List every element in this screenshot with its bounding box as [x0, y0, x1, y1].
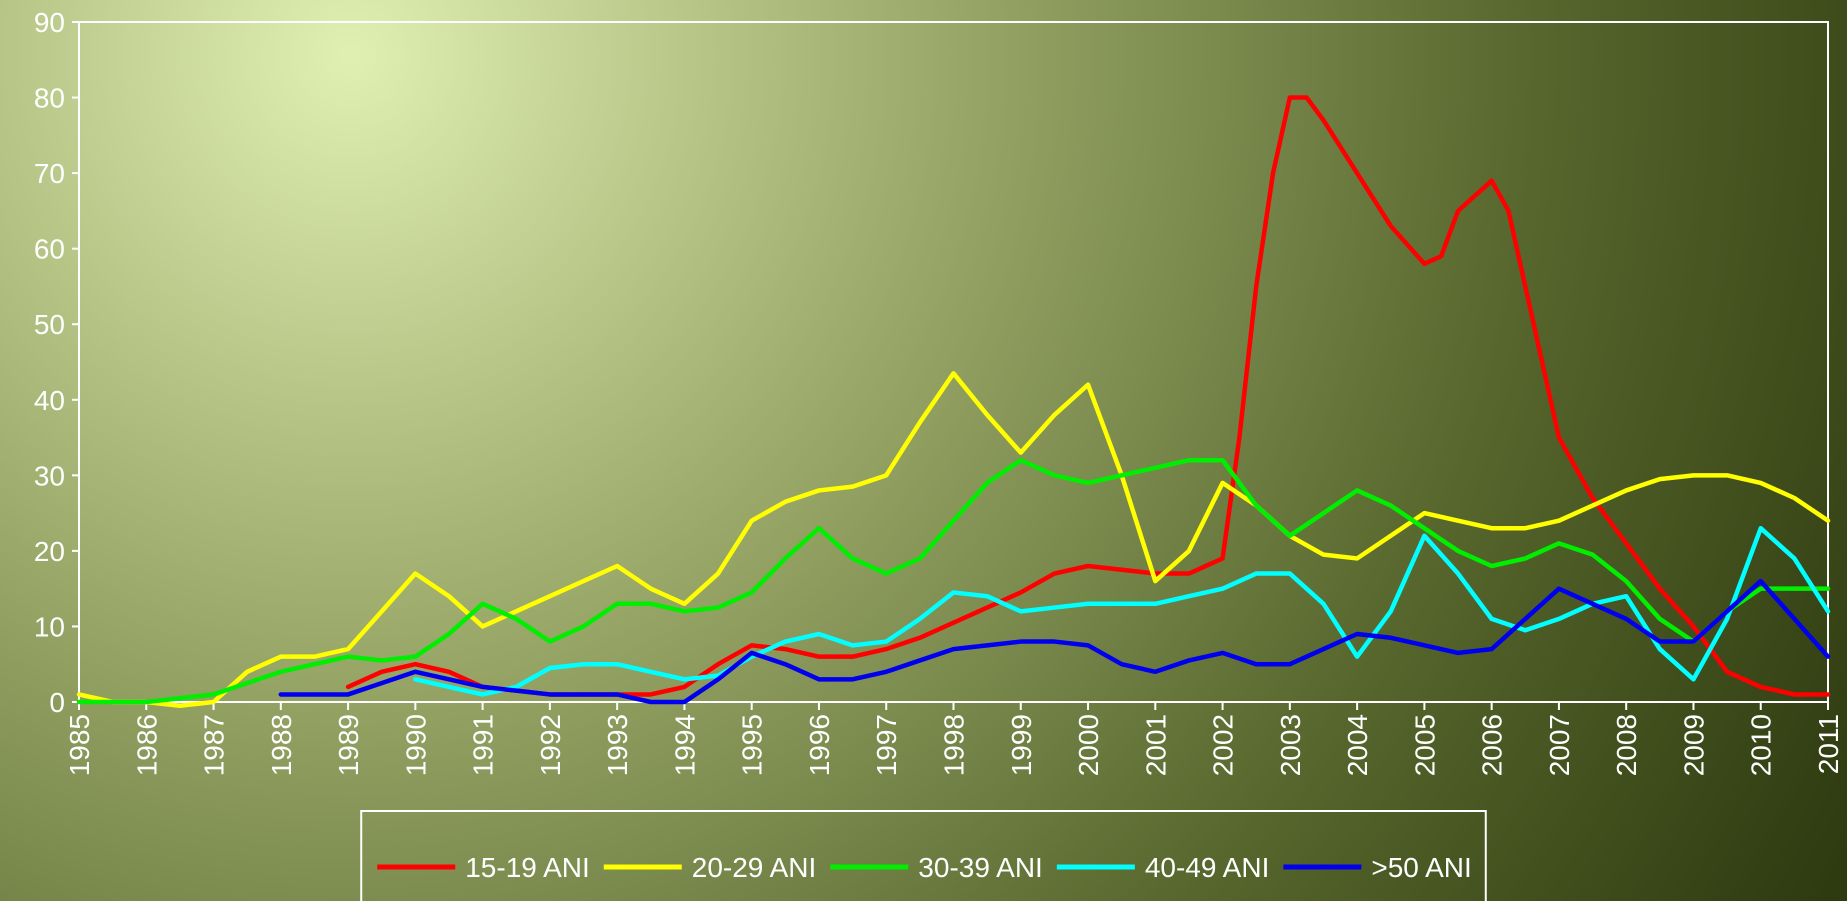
x-tick-label: 1998	[939, 714, 970, 776]
x-tick-label: 1985	[64, 714, 95, 776]
x-tick-label: 2011	[1813, 714, 1844, 774]
x-tick-label: 1995	[737, 714, 768, 776]
x-tick-label: 2010	[1746, 714, 1777, 776]
y-tick-label: 30	[34, 460, 65, 491]
x-tick-label: 2009	[1678, 714, 1709, 776]
legend-label: 15-19 ANI	[465, 852, 590, 883]
legend-label: 30-39 ANI	[918, 852, 1043, 883]
x-tick-label: 2005	[1409, 714, 1440, 776]
legend-label: 20-29 ANI	[692, 852, 817, 883]
legend-label: 40-49 ANI	[1145, 852, 1270, 883]
series-line	[278, 578, 1831, 705]
x-tick-label: 1990	[400, 714, 431, 776]
legend-label: >50 ANI	[1371, 852, 1471, 883]
y-tick-label: 50	[34, 309, 65, 340]
y-tick-label: 80	[34, 83, 65, 114]
y-tick-label: 40	[34, 385, 65, 416]
y-tick-label: 20	[34, 536, 65, 567]
x-tick-label: 1989	[333, 714, 364, 776]
legend-box	[360, 810, 1487, 901]
x-tick-label: 2002	[1208, 714, 1239, 776]
x-tick-label: 1999	[1006, 714, 1037, 776]
x-tick-label: 2001	[1140, 714, 1171, 776]
x-tick-label: 2000	[1073, 714, 1104, 776]
series-line	[76, 457, 1831, 705]
x-tick-label: 1997	[871, 714, 902, 776]
x-tick-label: 2007	[1544, 714, 1575, 776]
x-tick-label: 1988	[266, 714, 297, 776]
x-tick-label: 1986	[131, 714, 162, 776]
x-tick-label: 1987	[199, 714, 230, 776]
series-line	[76, 371, 1831, 709]
x-tick-label: 2006	[1477, 714, 1508, 776]
y-tick-label: 90	[34, 7, 65, 38]
x-tick-label: 2003	[1275, 714, 1306, 776]
y-tick-label: 10	[34, 611, 65, 642]
y-tick-label: 0	[49, 687, 65, 718]
x-tick-label: 2008	[1611, 714, 1642, 776]
x-tick-label: 2004	[1342, 714, 1373, 776]
x-tick-label: 1992	[535, 714, 566, 776]
x-tick-label: 1993	[602, 714, 633, 776]
y-tick-label: 60	[34, 234, 65, 265]
x-tick-label: 1991	[468, 714, 499, 776]
y-tick-label: 70	[34, 158, 65, 189]
x-tick-label: 1996	[804, 714, 835, 776]
x-tick-label: 1994	[669, 714, 700, 776]
